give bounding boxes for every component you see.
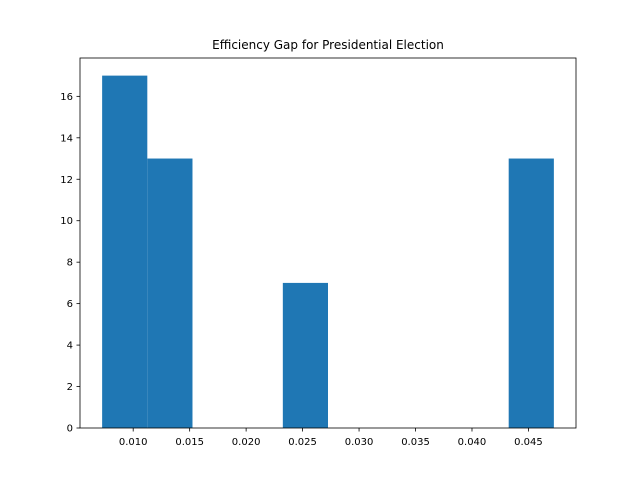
y-tick-label: 6	[67, 299, 73, 310]
histogram-bar-1	[147, 158, 193, 428]
y-tick-label: 10	[60, 216, 73, 227]
axes-frame	[79, 57, 577, 429]
bars-group	[102, 75, 554, 428]
y-tick-label: 12	[60, 175, 73, 186]
y-tick-label: 4	[67, 341, 73, 352]
x-tick-label: 0.040	[458, 437, 487, 448]
y-tick-label: 16	[60, 92, 73, 103]
histogram-bar-9	[508, 158, 554, 428]
x-tick-label: 0.025	[288, 437, 317, 448]
x-tick-label: 0.035	[401, 437, 430, 448]
x-axis: 0.010 0.015 0.020 0.025 0.030 0.035 0.040 0.045	[119, 428, 543, 448]
y-axis: 0 2 4 6 8 10 12 14 16	[60, 92, 80, 435]
x-tick-label: 0.015	[175, 437, 204, 448]
x-tick-label: 0.020	[232, 437, 261, 448]
histogram-bar-4	[282, 282, 328, 428]
y-tick-label: 8	[67, 258, 73, 269]
histogram-bar-0	[102, 75, 148, 428]
y-tick-label: 0	[67, 424, 73, 435]
x-tick-label: 0.045	[514, 437, 543, 448]
y-tick-label: 2	[67, 382, 73, 393]
x-tick-label: 0.030	[345, 437, 374, 448]
x-tick-label: 0.010	[119, 437, 148, 448]
chart-title: Efficiency Gap for Presidential Election	[212, 38, 444, 52]
y-tick-label: 14	[60, 133, 73, 144]
